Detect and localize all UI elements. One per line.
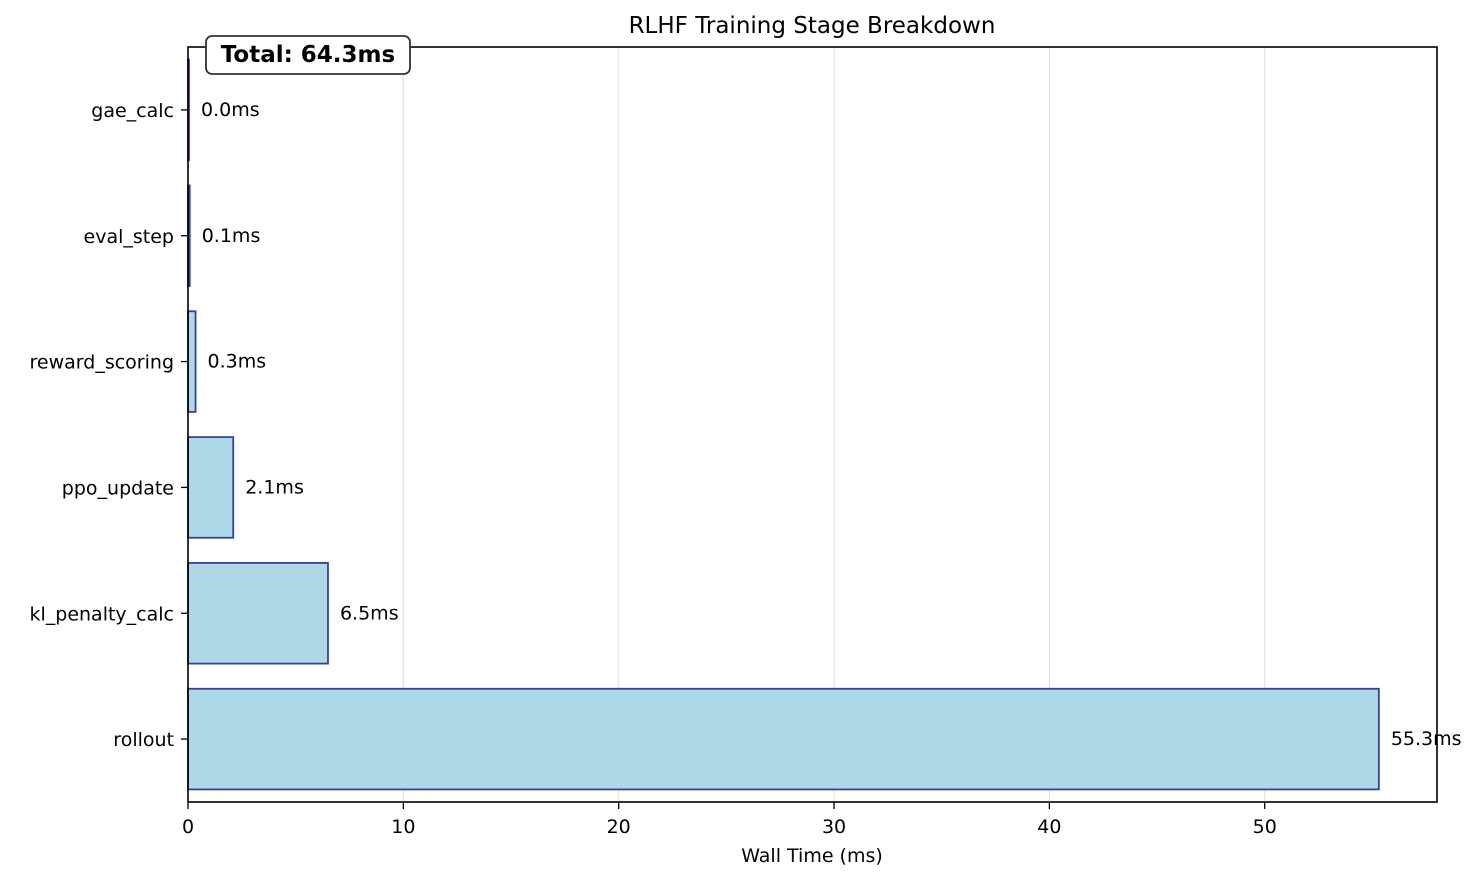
bar-ppo-update: [187, 436, 235, 539]
y-tick-label: reward_scoring: [30, 352, 174, 374]
plot-frame: [187, 46, 1438, 803]
total-annotation-text: Total: 64.3ms: [221, 42, 395, 68]
x-tick-label: 50: [1253, 816, 1277, 838]
y-tick-label: kl_penalty_calc: [29, 603, 174, 625]
bar-kl-penalty-calc: [187, 562, 329, 665]
y-tick-label: ppo_update: [62, 477, 174, 499]
bar-reward-scoring: [187, 310, 197, 413]
x-tick-label: 30: [822, 816, 846, 838]
value-label: 2.1ms: [245, 476, 304, 498]
value-labels: 0.0ms 0.1ms 0.3ms 2.1ms 6.5ms 55.3ms: [201, 99, 1462, 750]
chart-title: RLHF Training Stage Breakdown: [629, 13, 996, 39]
grid-lines: [402, 47, 1266, 802]
value-label: 0.1ms: [202, 225, 261, 247]
total-annotation-box: [205, 35, 411, 75]
y-tick-label: eval_step: [84, 226, 174, 248]
value-label: 0.0ms: [201, 99, 260, 121]
value-label: 6.5ms: [340, 602, 399, 624]
bars: [187, 58, 1380, 791]
y-tick-label: gae_calc: [91, 100, 174, 122]
x-tick-label: 10: [391, 816, 415, 838]
y-tick-label: rollout: [113, 729, 174, 751]
x-axis-ticks: 0 10 20 30 40 50: [182, 802, 1277, 838]
value-label: 0.3ms: [208, 351, 267, 373]
x-tick-label: 40: [1037, 816, 1061, 838]
x-tick-label: 0: [182, 816, 194, 838]
value-label: 55.3ms: [1391, 728, 1462, 750]
total-annotation: Total: 64.3ms: [205, 35, 411, 75]
bar-rollout: [187, 687, 1380, 791]
y-axis-ticks: gae_calc eval_step reward_scoring ppo_updat…: [29, 100, 188, 751]
x-axis-label: Wall Time (ms): [741, 845, 883, 867]
x-tick-label: 20: [607, 816, 631, 838]
